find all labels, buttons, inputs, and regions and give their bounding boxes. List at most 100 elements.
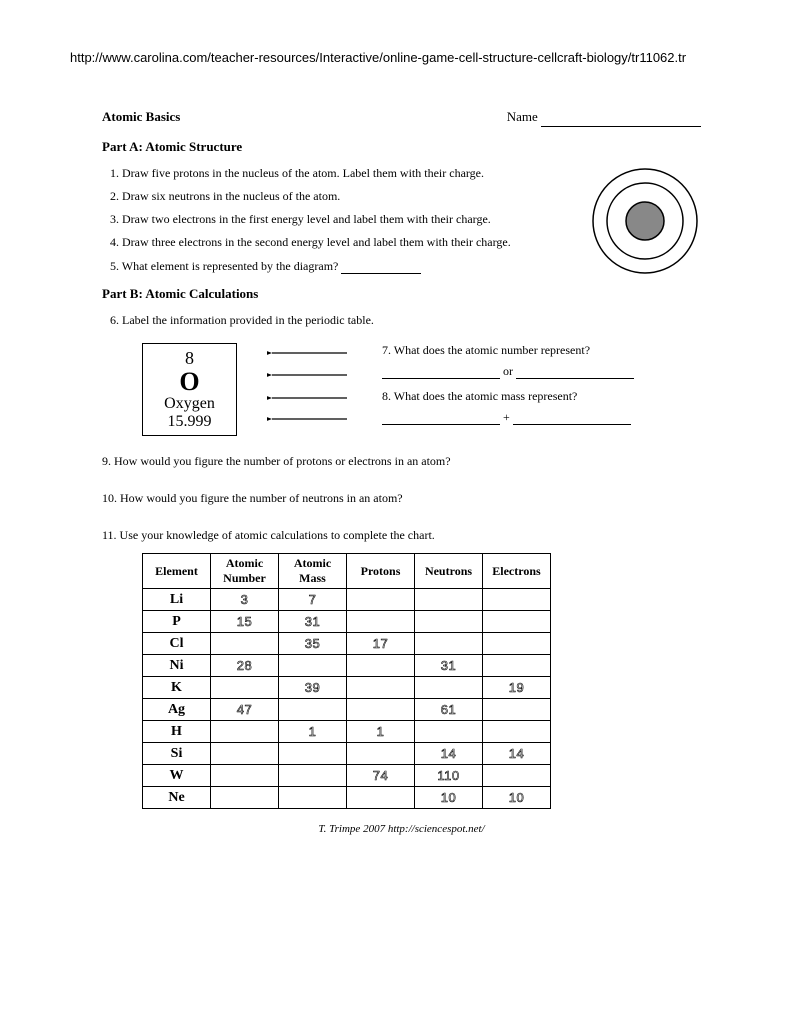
element-symbol: O [143,369,236,395]
table-row: P1531 [143,611,551,633]
blank-line [382,415,500,425]
question-8: 8. What does the atomic mass represent? [382,389,701,404]
table-row: Ne 1010 [143,787,551,809]
cell-protons [347,743,415,765]
cell-protons [347,677,415,699]
col-protons: Protons [347,554,415,589]
cell-neutrons: 31 [415,655,483,677]
cell-electrons [483,655,551,677]
cell-protons [347,611,415,633]
cell-element: Cl [143,633,211,655]
question-1: 1. Draw five protons in the nucleus of t… [102,165,577,181]
cell-atomic-mass: 39 [279,677,347,699]
cell-atomic-number [211,743,279,765]
question-2: 2. Draw six neutrons in the nucleus of t… [102,188,577,204]
cell-element: H [143,721,211,743]
question-9: 9. How would you figure the number of pr… [102,454,701,469]
cell-electrons [483,589,551,611]
cell-protons: 1 [347,721,415,743]
cell-atomic-number: 47 [211,699,279,721]
element-mass: 15.999 [143,413,236,431]
cell-atomic-number [211,633,279,655]
cell-atomic-mass [279,787,347,809]
cell-electrons: 14 [483,743,551,765]
cell-neutrons: 14 [415,743,483,765]
part-a-content: 1. Draw five protons in the nucleus of t… [102,165,701,335]
cell-protons: 17 [347,633,415,655]
cell-protons [347,787,415,809]
cell-element: Si [143,743,211,765]
cell-neutrons: 10 [415,787,483,809]
footer-credit: T. Trimpe 2007 http://sciencespot.net/ [102,823,701,835]
question-5-text: 5. What element is represented by the di… [110,259,338,273]
cell-element: Ag [143,699,211,721]
cell-electrons [483,699,551,721]
question-5: 5. What element is represented by the di… [102,258,577,274]
cell-electrons [483,633,551,655]
table-row: Ni2831 [143,655,551,677]
periodic-info-row: 8 O Oxygen 15.999 7. What does the atomi… [102,343,701,436]
cell-electrons: 10 [483,787,551,809]
q8-joiner: + [503,410,513,424]
part-a-questions: 1. Draw five protons in the nucleus of t… [102,165,577,335]
question-4: 4. Draw three electrons in the second en… [102,234,577,250]
cell-element: K [143,677,211,699]
cell-electrons: 19 [483,677,551,699]
cell-element: W [143,765,211,787]
name-label: Name [507,109,538,124]
blank-line [382,369,500,379]
table-row: Li37 [143,589,551,611]
cell-neutrons [415,721,483,743]
table-row: Si 1414 [143,743,551,765]
cell-protons [347,699,415,721]
table-row: Ag47 61 [143,699,551,721]
cell-electrons [483,611,551,633]
table-row: W 74110 [143,765,551,787]
table-row: H 11 [143,721,551,743]
atom-diagram [589,165,701,281]
worksheet-header: Atomic Basics Name [102,109,701,125]
cell-element: Ne [143,787,211,809]
part-a-heading: Part A: Atomic Structure [102,139,701,155]
cell-atomic-number [211,677,279,699]
element-atomic-number: 8 [143,348,236,369]
worksheet-title: Atomic Basics [102,109,180,125]
cell-atomic-mass: 35 [279,633,347,655]
element-box: 8 O Oxygen 15.999 [142,343,237,436]
worksheet: Atomic Basics Name Part A: Atomic Struct… [70,109,721,835]
cell-neutrons: 61 [415,699,483,721]
cell-element: Ni [143,655,211,677]
cell-atomic-mass: 1 [279,721,347,743]
blank-line [516,369,634,379]
cell-electrons [483,765,551,787]
question-7: 7. What does the atomic number represent… [382,343,701,358]
cell-protons: 74 [347,765,415,787]
question-8-answer: + [382,410,701,425]
q7-joiner: or [503,364,516,378]
cell-neutrons [415,611,483,633]
cell-neutrons: 110 [415,765,483,787]
table-row: K 39 19 [143,677,551,699]
cell-element: P [143,611,211,633]
table-row: Cl 3517 [143,633,551,655]
col-atomic-number: Atomic Number [211,554,279,589]
atomic-chart-table: Element Atomic Number Atomic Mass Proton… [142,553,551,809]
right-questions: 7. What does the atomic number represent… [382,343,701,431]
name-blank-line [541,126,701,127]
label-arrows [267,343,352,429]
question-3: 3. Draw two electrons in the first energ… [102,211,577,227]
question-7-answer: or [382,364,701,379]
cell-atomic-number [211,787,279,809]
question-6: 6. Label the information provided in the… [102,312,577,328]
source-url: http://www.carolina.com/teacher-resource… [70,50,721,67]
cell-protons [347,655,415,677]
chart-header-row: Element Atomic Number Atomic Mass Proton… [143,554,551,589]
blank-line [513,415,631,425]
chart-body: Li37P1531Cl3517Ni2831K3919Ag4761H11Si141… [143,589,551,809]
atom-nucleus [626,202,664,240]
question-10: 10. How would you figure the number of n… [102,491,701,506]
atom-diagram-svg [589,165,701,277]
cell-atomic-number [211,721,279,743]
part-b-heading: Part B: Atomic Calculations [102,286,577,302]
cell-electrons [483,721,551,743]
